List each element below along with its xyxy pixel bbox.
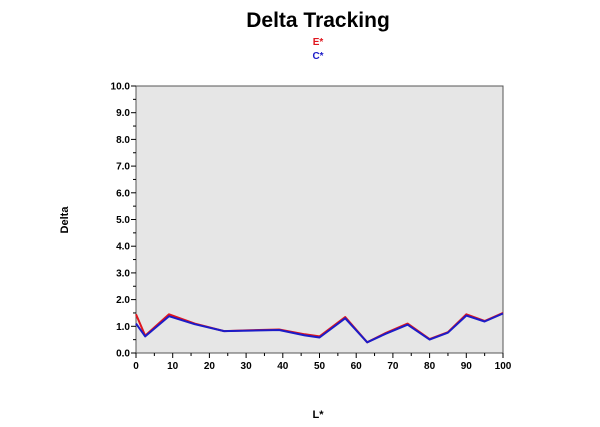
- x-tick-label: 100: [495, 361, 512, 372]
- x-tick-label: 90: [461, 361, 473, 372]
- plot-area: [135, 85, 504, 354]
- x-axis-label: L*: [313, 409, 325, 421]
- y-tick-label: 10.0: [111, 82, 131, 93]
- legend: E* C*: [312, 37, 323, 62]
- x-tick-label: 50: [314, 361, 326, 372]
- x-axis: 0 10 20 30 40 50 60 70 80 90 100: [133, 353, 512, 372]
- x-tick-label: 10: [167, 361, 179, 372]
- x-tick-label: 70: [387, 361, 399, 372]
- y-tick-label: 9.0: [116, 108, 130, 119]
- series-layer: [135, 311, 504, 344]
- chart-title: Delta Tracking: [246, 9, 390, 32]
- x-tick-label: 40: [277, 361, 289, 372]
- x-tick-label: 0: [133, 361, 139, 372]
- legend-entry-e-star: E*: [313, 37, 324, 48]
- y-tick-label: 3.0: [116, 268, 130, 279]
- y-axis: 0.0 1.0 2.0 3.0 4.0 5.0 6.0 7.0 8.0 9.0 10.0: [111, 82, 136, 360]
- y-tick-label: 4.0: [116, 242, 130, 253]
- legend-entry-c-star: C*: [312, 51, 323, 62]
- y-tick-label: 6.0: [116, 188, 130, 199]
- y-tick-label: 7.0: [116, 162, 130, 173]
- y-tick-label: 1.0: [116, 322, 130, 333]
- y-tick-label: 0.0: [116, 349, 130, 360]
- x-tick-label: 20: [204, 361, 216, 372]
- series-line-c-star: [135, 312, 504, 344]
- x-tick-label: 30: [241, 361, 253, 372]
- y-tick-label: 5.0: [116, 215, 130, 226]
- y-axis-label: Delta: [59, 206, 71, 234]
- x-tick-label: 80: [424, 361, 436, 372]
- y-tick-label: 8.0: [116, 135, 130, 146]
- x-tick-label: 60: [351, 361, 363, 372]
- y-tick-label: 2.0: [116, 295, 130, 306]
